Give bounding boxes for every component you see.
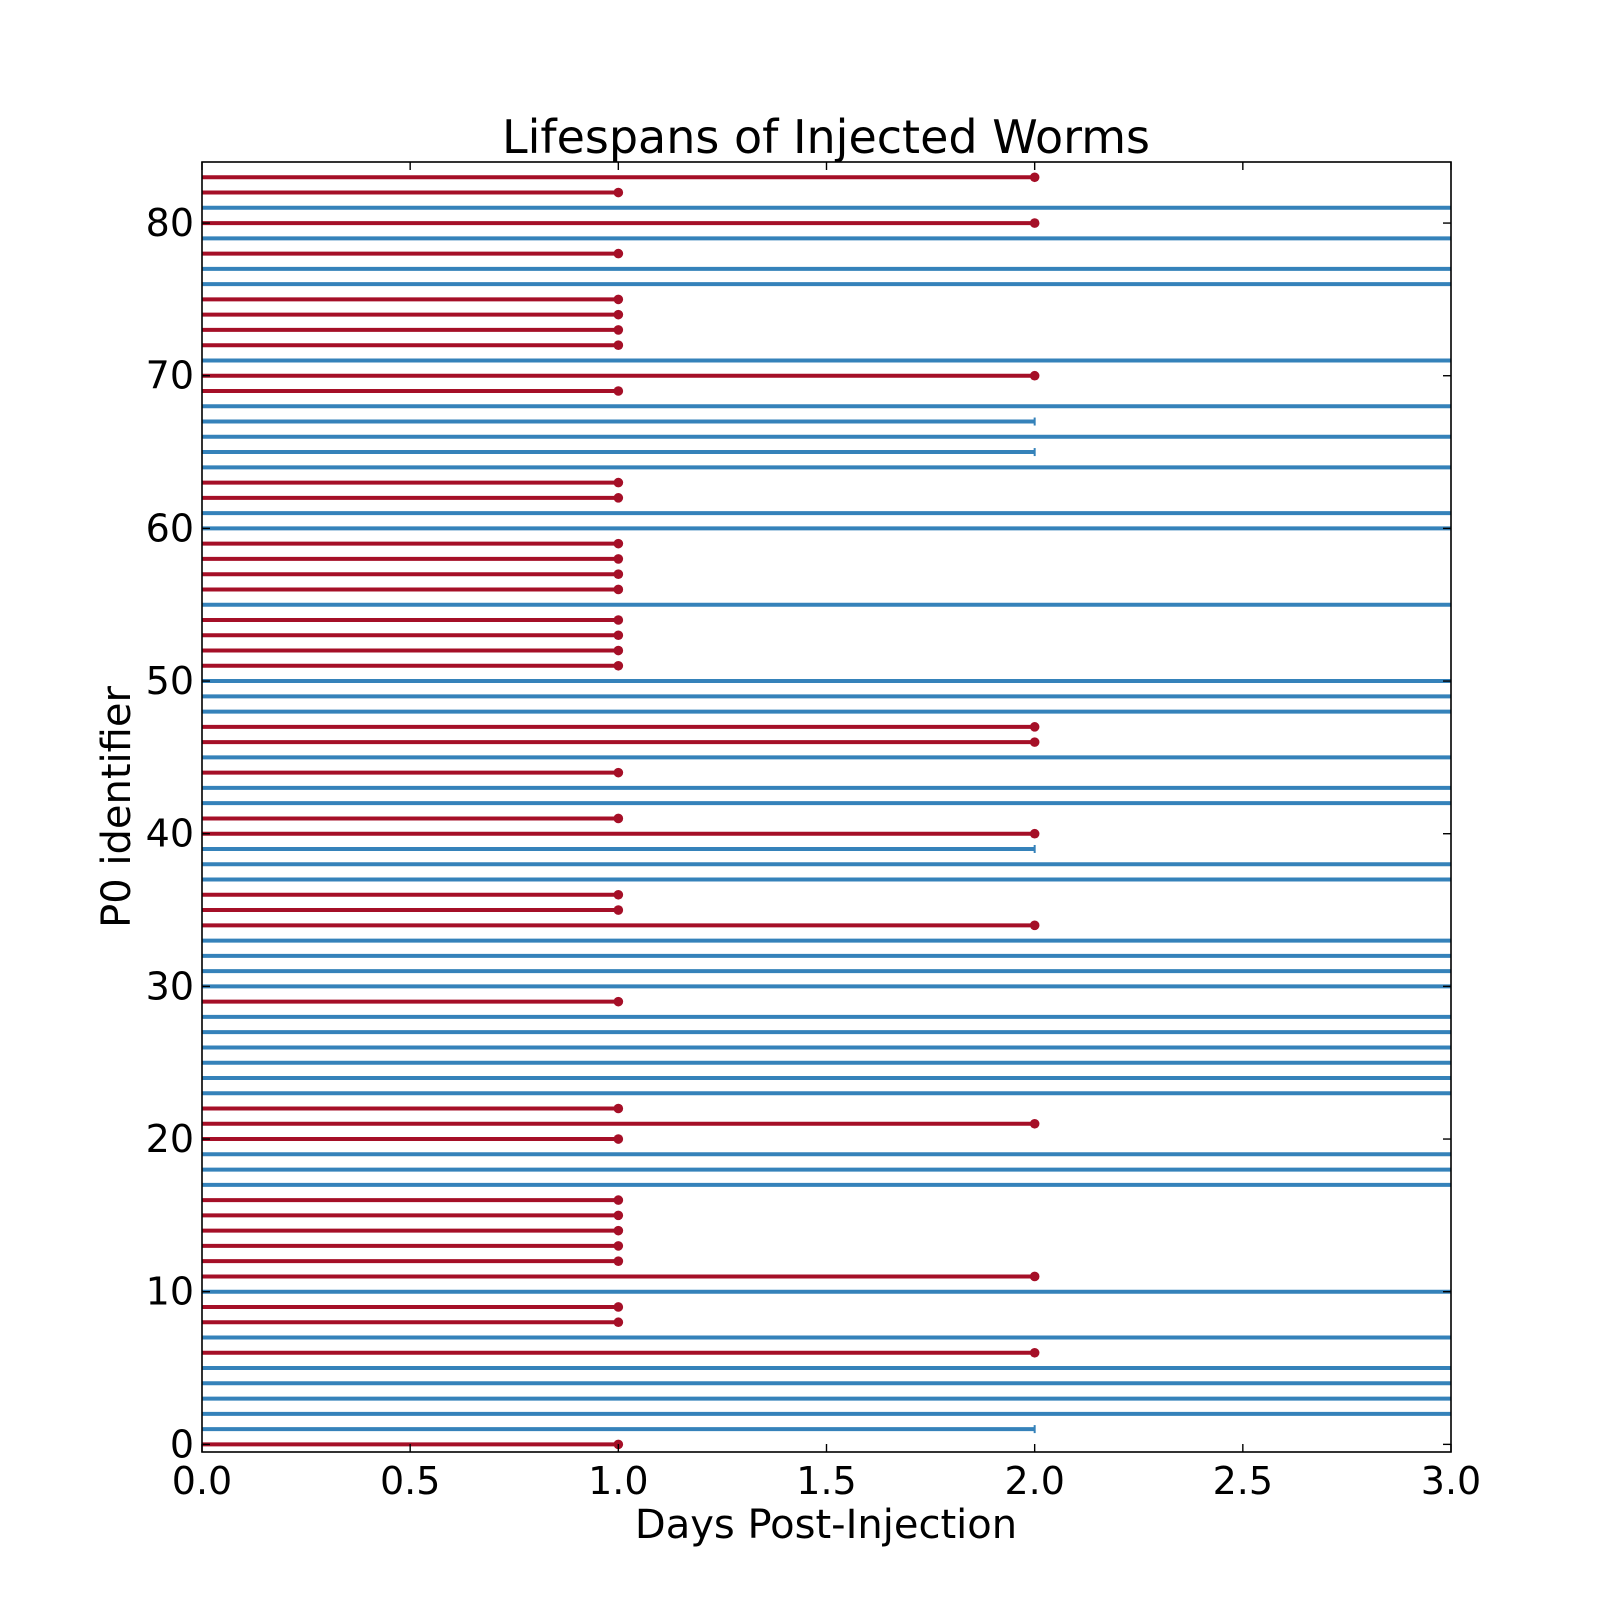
x-tick-label: 2.0 <box>1004 1459 1064 1503</box>
death-marker <box>613 248 624 259</box>
y-tick-label: 80 <box>146 201 194 245</box>
death-marker <box>613 767 624 778</box>
death-marker <box>613 386 624 396</box>
death-marker <box>613 996 624 1007</box>
death-marker <box>1029 1347 1040 1358</box>
death-marker <box>613 325 624 335</box>
death-marker <box>613 187 624 198</box>
death-marker <box>613 1317 624 1328</box>
death-marker <box>1029 828 1040 839</box>
y-tick-label: 70 <box>146 354 194 398</box>
death-marker <box>613 630 624 641</box>
y-tick-label: 10 <box>146 1270 194 1314</box>
bars-layer <box>202 172 1451 1450</box>
death-marker <box>613 645 624 656</box>
death-marker <box>613 1241 624 1251</box>
x-tick-label: 1.5 <box>796 1459 856 1503</box>
death-marker <box>613 538 624 549</box>
death-marker <box>613 1302 624 1312</box>
x-tick-label: 3.0 <box>1421 1459 1481 1503</box>
death-marker <box>613 1210 624 1221</box>
death-marker <box>613 889 624 900</box>
death-marker <box>613 477 624 488</box>
death-marker <box>613 813 624 824</box>
death-marker <box>1029 920 1040 931</box>
death-marker <box>613 905 624 915</box>
death-marker <box>1029 737 1040 747</box>
death-marker <box>613 1256 624 1266</box>
death-marker <box>613 340 624 350</box>
death-marker <box>1029 1118 1040 1129</box>
y-tick-label: 30 <box>146 964 194 1008</box>
death-marker <box>613 493 624 503</box>
y-tick-label: 60 <box>146 506 194 550</box>
death-marker <box>1029 370 1040 381</box>
death-marker <box>613 615 624 625</box>
y-tick-label: 40 <box>146 812 194 856</box>
death-marker <box>613 569 624 579</box>
death-marker <box>613 660 624 671</box>
ticks-layer: 0.0 0.5 1.0 1.5 2.0 2.5 3.0 0 10 20 30 40 50 60 70 80 <box>146 162 1481 1503</box>
x-tick-label: 2.5 <box>1213 1459 1273 1503</box>
death-marker <box>1029 218 1040 228</box>
chart-title: Lifespans of Injected Worms <box>502 110 1150 164</box>
x-tick-label: 1.0 <box>588 1459 648 1503</box>
death-marker <box>613 309 624 320</box>
x-tick-label: 0.5 <box>380 1459 440 1503</box>
y-tick-label: 0 <box>170 1422 194 1466</box>
death-marker <box>1029 172 1040 183</box>
death-marker <box>613 294 624 305</box>
y-tick-label: 20 <box>146 1117 194 1161</box>
death-marker <box>613 1225 624 1236</box>
death-marker <box>1029 1271 1040 1282</box>
y-tick-label: 50 <box>146 659 194 703</box>
x-axis-label: Days Post-Injection <box>635 1502 1017 1548</box>
plot-frame <box>201 161 1452 1453</box>
death-marker <box>613 584 624 595</box>
death-marker <box>613 1195 624 1205</box>
death-marker <box>613 1134 624 1144</box>
death-marker <box>613 1103 624 1114</box>
x-tick-label: 0.0 <box>172 1459 232 1503</box>
death-marker <box>613 554 624 564</box>
death-marker <box>1029 722 1040 732</box>
y-axis-label: P0 identifier <box>94 686 140 928</box>
